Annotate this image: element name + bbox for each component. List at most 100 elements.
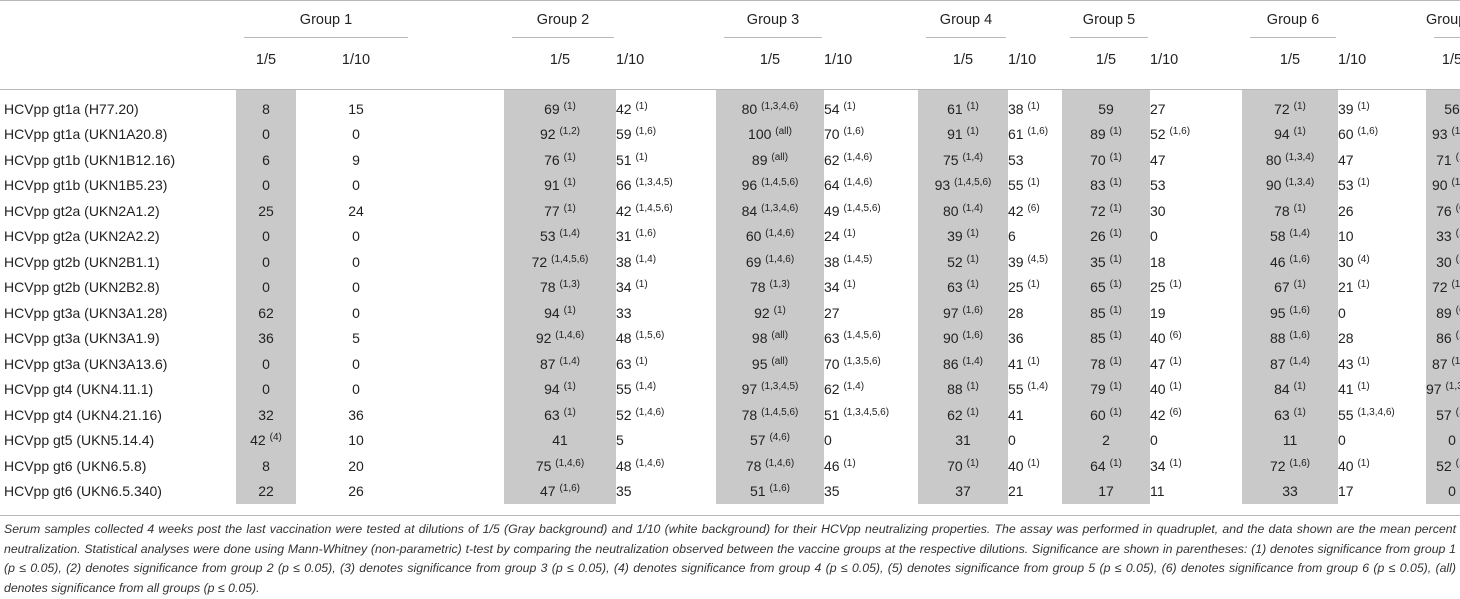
cell-gap (1162, 300, 1242, 326)
neutralization-value: 78 (749, 279, 766, 296)
neutralization-value: 40 (1338, 457, 1354, 474)
neutralization-value: 51 (616, 151, 632, 168)
neutralization-value: 78 (1274, 202, 1290, 219)
neutralization-value: 31 (616, 228, 632, 245)
value-cell-1-10: 21 (1008, 479, 1024, 505)
value-cell-1-5: 0 (236, 223, 296, 249)
value-cell-1-10: 0 (824, 428, 832, 454)
significance-marker: (1) (1109, 406, 1122, 418)
table-row: HCVpp gt1a (H77.20) 8 15 69 (1) 42 (1) 80 (1,… (0, 89, 1460, 122)
dilution-header-row: 1/5 1/10 1/5 1/10 1/5 1/10 1/5 1/10 1/5 1/10 1/5 1/… (0, 38, 1460, 82)
neutralization-value: 70 (947, 457, 963, 474)
neutralization-value: 86 (1436, 330, 1452, 347)
neutralization-value: 83 (1090, 177, 1106, 194)
value-cell-1-10: 38 (1) (1008, 90, 1040, 122)
value-cell-1-5: 78 (1,4,6) (716, 453, 824, 479)
value-cell-1-10: 5 (296, 326, 416, 352)
significance-marker: (1,3) (559, 279, 581, 291)
value-cell-1-5: 90 (1,4) (1426, 172, 1460, 198)
significance-marker: (1) (1109, 279, 1122, 291)
table-row: HCVpp gt4 (UKN4.21.16) 32 36 63 (1) 52 (1,4,… (0, 402, 1460, 428)
neutralization-value: 30 (1436, 253, 1452, 270)
neutralization-value: 0 (352, 304, 360, 321)
value-cell-1-5: 70 (1) (1062, 147, 1150, 173)
neutralization-value: 42 (1150, 406, 1166, 423)
significance-marker: (1,4) (635, 253, 657, 265)
value-cell-1-10: 0 (296, 377, 416, 403)
neutralization-value: 100 (748, 126, 772, 143)
group-header: Group 7 (1426, 0, 1460, 38)
value-cell-1-5: 33 (1) (1426, 223, 1460, 249)
value-cell-1-10: 27 (824, 300, 840, 326)
significance-marker: (1) (1455, 330, 1460, 342)
value-cell-1-5: 88 (1) (918, 376, 1008, 402)
neutralization-value: 90 (1431, 177, 1448, 194)
significance-marker: (1) (1357, 355, 1370, 367)
header-gap (836, 0, 918, 38)
neutralization-value: 58 (1269, 228, 1286, 245)
header-rule (0, 82, 1460, 90)
significance-marker: (1) (843, 457, 856, 469)
significance-marker: (1,4,6) (843, 177, 873, 189)
significance-marker: (1,6) (1289, 304, 1311, 316)
cell-gap (1020, 224, 1062, 250)
neutralization-value: 36 (1008, 330, 1024, 347)
table-row: HCVpp gt5 (UKN5.14.4) 42 (4) 10 41 5 57 (4,6)… (0, 427, 1460, 454)
dilution-header: 1/10 (824, 52, 853, 68)
neutralization-value: 65 (1090, 279, 1106, 296)
value-cell-1-5: 78 (1) (1062, 351, 1150, 377)
value-cell-1-5: 2 (1062, 427, 1150, 453)
dilution-header: 1/10 (1338, 52, 1367, 68)
value-cell-1-5: 0 (1426, 478, 1460, 504)
group-header: Group 6 (1242, 0, 1344, 38)
neutralization-value: 57 (1436, 406, 1452, 423)
header-gap (622, 0, 628, 38)
value-cell-1-5: 96 (1,4,5,6) (716, 172, 824, 198)
row-label: HCVpp gt1b (UKN1B5.23) (4, 177, 168, 194)
neutralization-value: 0 (262, 126, 270, 143)
neutralization-value: 64 (1090, 457, 1106, 474)
significance-marker: (1) (1293, 279, 1306, 291)
neutralization-value: 47 (539, 483, 556, 500)
significance-marker: (1,4) (1451, 355, 1460, 367)
neutralization-value: 55 (1008, 177, 1024, 194)
significance-marker: (1,6) (1357, 126, 1379, 138)
neutralization-value: 11 (1150, 483, 1165, 500)
neutralization-value: 71 (1436, 151, 1452, 168)
neutralization-value: 52 (1436, 457, 1452, 474)
neutralization-value: 0 (1150, 432, 1158, 449)
table-row: HCVpp gt3a (UKN3A1.28) 62 0 94 (1) 33 92 (1) 2… (0, 300, 1460, 326)
neutralization-value: 24 (824, 228, 840, 245)
significance-marker: (1) (1455, 406, 1460, 418)
value-cell-1-5: 36 (236, 325, 296, 351)
neutralization-value: 31 (955, 432, 971, 449)
dilution-header: 1/5 (1279, 52, 1301, 68)
value-cell-1-10: 0 (296, 351, 416, 377)
value-cell-1-5: 8 (236, 453, 296, 479)
neutralization-value: 60 (1090, 406, 1106, 423)
neutralization-value: 97 (741, 381, 758, 398)
header-gap (830, 0, 836, 38)
value-cell-1-10: 49 (1,4,5,6) (824, 198, 881, 224)
header-gap (1014, 0, 1020, 38)
cell-gap (1350, 198, 1426, 224)
neutralization-value: 24 (348, 202, 364, 219)
value-cell-1-10: 25 (1) (1008, 275, 1040, 301)
significance-marker: (1) (1027, 279, 1040, 291)
neutralization-value: 76 (1436, 202, 1452, 219)
value-cell-1-10: 64 (1,4,6) (824, 173, 872, 199)
neutralization-value: 88 (947, 381, 963, 398)
neutralization-value: 39 (1008, 253, 1024, 270)
header-gap (416, 0, 422, 38)
significance-marker: (1,4,6) (635, 406, 665, 418)
neutralization-value: 92 (754, 304, 770, 321)
significance-marker: (1,4) (1289, 228, 1311, 240)
significance-marker: (1,3,4) (1285, 151, 1315, 163)
cell-gap (1020, 326, 1062, 352)
significance-marker: (1) (635, 355, 648, 367)
neutralization-value: 62 (824, 151, 840, 168)
row-label: HCVpp gt3a (UKN3A13.6) (4, 355, 168, 372)
value-cell-1-5: 78 (1,3) (716, 274, 824, 300)
value-cell-1-10: 42 (6) (1150, 402, 1182, 428)
table-row: HCVpp gt4 (UKN4.11.1) 0 0 94 (1) 55 (1,4) 97 … (0, 376, 1460, 403)
